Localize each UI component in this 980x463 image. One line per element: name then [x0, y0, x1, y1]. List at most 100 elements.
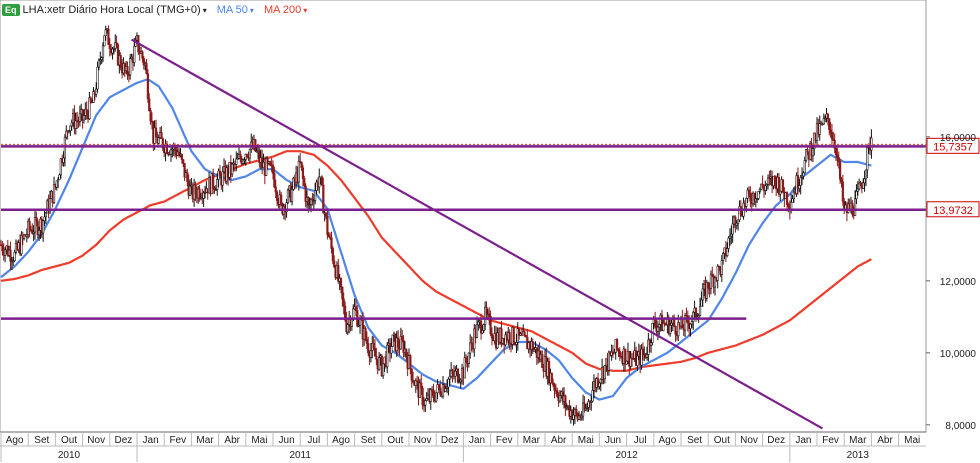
candle-body: [469, 342, 472, 354]
candle-body: [341, 286, 344, 300]
trendline-group: [131, 38, 823, 430]
candle-body: [390, 346, 393, 354]
candle-body: [773, 175, 776, 181]
candle-body: [402, 340, 405, 353]
candle-body: [641, 348, 645, 355]
candle-body: [799, 177, 802, 186]
candle-body: [834, 148, 838, 156]
candle-body: [792, 191, 795, 200]
candle-body: [670, 322, 673, 326]
ma50-legend-menu[interactable]: MA 50 ▾: [217, 4, 254, 16]
candle-body: [862, 182, 865, 189]
chart-header: Eq LHA:xetr Diário Hora Local (TMG+0) ▾ M…: [2, 2, 317, 18]
candle-body: [246, 154, 249, 158]
candle-body: [42, 220, 45, 234]
candle-body: [214, 189, 217, 191]
ma50-series: [0, 78, 872, 401]
candle-body: [43, 216, 46, 222]
candle-body: [265, 158, 268, 176]
candle-body: [386, 344, 389, 368]
candle-body: [785, 192, 789, 205]
candle-body: [796, 175, 800, 190]
x-month-label: Set: [34, 435, 49, 446]
candle-body: [866, 147, 869, 171]
candle-body: [314, 190, 317, 201]
candle-body: [855, 191, 858, 200]
candle-body: [231, 163, 234, 175]
ma200-legend-menu[interactable]: MA 200 ▾: [264, 4, 307, 16]
candle-body: [431, 389, 434, 392]
candle-body: [837, 157, 840, 162]
candle-body: [761, 183, 764, 188]
candle-body: [731, 223, 734, 235]
candle-body: [297, 160, 300, 183]
candle-body: [756, 198, 759, 200]
candle-body: [69, 125, 72, 131]
candle-body: [285, 202, 288, 213]
candle-body: [613, 352, 616, 355]
candle-body: [221, 171, 224, 186]
x-month-label: Mai: [251, 435, 267, 446]
x-month-label: Nov: [414, 435, 432, 446]
x-month-label: Dez: [767, 435, 785, 446]
candle-body: [758, 189, 761, 192]
candle-body: [337, 265, 340, 282]
x-month-label: Fev: [822, 435, 839, 446]
candle-body: [148, 98, 151, 111]
candle-body: [531, 341, 534, 352]
candle-body: [31, 229, 34, 234]
candle-body: [171, 148, 174, 151]
candle-body: [463, 357, 466, 379]
candle-body: [624, 348, 627, 365]
candle-body: [160, 132, 163, 139]
candle-body: [753, 193, 756, 202]
symbol-menu[interactable]: LHA:xetr Diário Hora Local (TMG+0) ▾: [23, 4, 207, 16]
candle-body: [459, 379, 462, 383]
candle-body: [470, 342, 473, 345]
y-tick-label: 16,0000: [940, 133, 977, 144]
candle-body: [95, 88, 98, 95]
candle-body: [713, 277, 717, 288]
candle-body: [36, 220, 39, 236]
candle-body: [564, 395, 567, 408]
x-month-label: Mar: [196, 435, 214, 446]
candle-body: [275, 191, 279, 201]
candle-body: [1, 244, 4, 252]
candle-body: [658, 324, 661, 328]
candle-body: [401, 336, 404, 341]
candle-body: [107, 28, 110, 45]
candle-body: [803, 160, 806, 174]
candle-body: [482, 324, 485, 331]
candle-body: [372, 343, 375, 349]
candle-body: [698, 305, 702, 316]
candle-body: [320, 176, 324, 186]
candle-body: [701, 288, 704, 301]
candle-body: [318, 176, 321, 188]
candle-body: [757, 191, 760, 199]
x-month-label: Mai: [904, 435, 920, 446]
ma200-series: [0, 150, 872, 372]
x-month-label: Jun: [605, 435, 621, 446]
candle-body: [330, 237, 333, 249]
candle-body: [524, 335, 528, 338]
candle-body: [322, 184, 325, 214]
candle-body: [864, 169, 868, 180]
candle-body: [354, 306, 358, 311]
ma50-line: [0, 78, 872, 401]
candle-body: [811, 148, 815, 157]
candle-body: [286, 189, 290, 203]
candle-body: [346, 324, 349, 333]
level-label-box: [926, 201, 980, 218]
candle-body: [716, 265, 719, 281]
candle-body: [798, 185, 801, 190]
candle-body: [818, 123, 821, 135]
candle-body: [747, 189, 751, 194]
candle-body: [258, 150, 261, 163]
candle-body: [154, 127, 158, 138]
candle-body: [92, 91, 95, 103]
candle-body: [198, 188, 201, 199]
candle-body: [467, 352, 470, 364]
candle-body: [52, 183, 56, 203]
candle-body: [500, 328, 503, 344]
candle-body: [266, 158, 269, 164]
